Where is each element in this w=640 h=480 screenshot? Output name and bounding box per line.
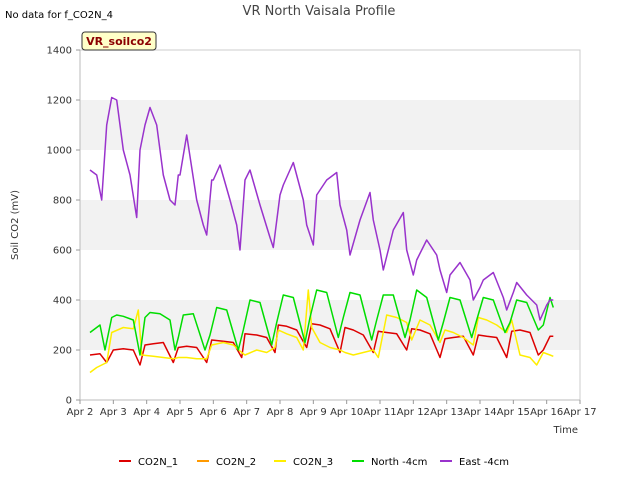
series-line-co2n-1 — [89, 323, 554, 366]
grid-band — [80, 350, 580, 400]
y-tick-label: 1000 — [47, 146, 72, 157]
y-tick-label: 400 — [53, 296, 72, 307]
no-data-note: No data for f_CO2N_4 — [5, 10, 113, 21]
site-badge-box — [81, 31, 157, 51]
grid-band — [80, 200, 580, 250]
x-tick-label: Apr 4 — [133, 407, 160, 418]
x-tick-label: Apr 6 — [200, 407, 227, 418]
x-tick-label: Apr 10 — [330, 407, 363, 418]
y-axis: 0 200 400 600 800 1000 1200 1400 — [47, 46, 81, 407]
x-tick-label: Apr 9 — [300, 407, 327, 418]
y-tick-label: 800 — [53, 196, 72, 207]
series-line-east-4cm — [89, 96, 554, 321]
x-tick-label: Apr 5 — [167, 407, 194, 418]
x-axis-title: Time — [553, 425, 578, 436]
x-tick-label: Apr 3 — [100, 407, 127, 418]
y-axis-title: Soil CO2 (mV) — [10, 190, 21, 260]
legend-label-north-4cm: North -4cm — [371, 457, 427, 468]
chart-title: VR North Vaisala Profile — [243, 4, 396, 19]
site-badge-label: VR_soilco2 — [86, 35, 152, 48]
x-tick-label: Apr 16 — [530, 407, 563, 418]
x-tick-label: Apr 15 — [497, 407, 530, 418]
y-tick-label: 600 — [53, 246, 72, 257]
grid-band — [80, 50, 580, 100]
legend: CO2N_1 CO2N_2 CO2N_3 North -4cm East -4cm — [119, 457, 509, 468]
site-badge: VR_soilco2 — [81, 31, 157, 51]
x-tick-label: Apr 2 — [67, 407, 94, 418]
legend-label-co2n-3: CO2N_3 — [293, 457, 333, 468]
y-tick-label: 1400 — [47, 46, 72, 57]
grid-band — [80, 250, 580, 300]
x-tick-label: Apr 17 — [563, 407, 596, 418]
series-line-north-4cm — [89, 289, 555, 356]
x-tick-label: Apr 14 — [463, 407, 496, 418]
legend-label-co2n-2: CO2N_2 — [216, 457, 256, 468]
x-tick-label: Apr 7 — [233, 407, 260, 418]
x-axis: Apr 2 Apr 3 Apr 4 Apr 5 Apr 6 Apr 7 Apr 8 Apr 9… — [67, 399, 597, 418]
series-lines — [89, 96, 555, 374]
grid-band — [80, 150, 580, 200]
legend-label-co2n-1: CO2N_1 — [138, 457, 178, 468]
y-tick-label: 1200 — [47, 96, 72, 107]
y-tick-label: 0 — [66, 396, 72, 407]
series-line-co2n-3 — [89, 289, 554, 374]
x-tick-label: Apr 11 — [363, 407, 396, 418]
x-tick-label: Apr 8 — [267, 407, 294, 418]
y-tick-label: 200 — [53, 346, 72, 357]
x-tick-label: Apr 12 — [397, 407, 430, 418]
x-tick-label: Apr 13 — [430, 407, 463, 418]
grid-band — [80, 100, 580, 150]
legend-label-east-4cm: East -4cm — [459, 457, 509, 468]
